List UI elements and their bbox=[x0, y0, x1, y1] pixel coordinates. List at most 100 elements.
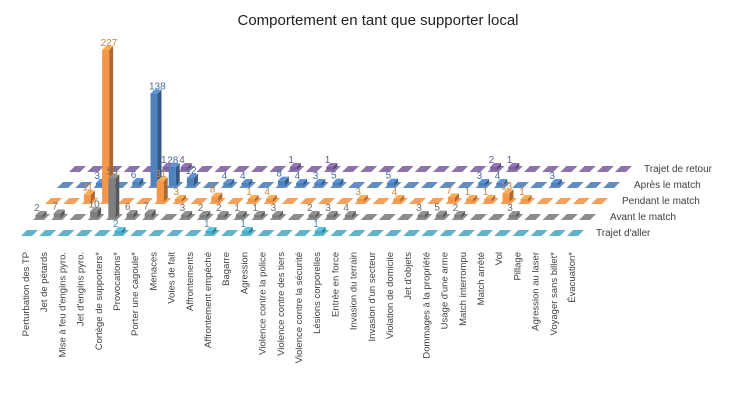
data-label: 138 bbox=[149, 82, 166, 93]
bar bbox=[53, 209, 65, 218]
floor-segment bbox=[87, 166, 105, 172]
series-label: Avant le match bbox=[610, 212, 676, 223]
bar bbox=[83, 190, 95, 202]
bar bbox=[308, 211, 320, 218]
floor-segment bbox=[184, 230, 202, 236]
bar bbox=[235, 211, 247, 218]
category-label: Violation de domicile bbox=[385, 252, 396, 339]
category-label: Affrontement empêché bbox=[203, 252, 214, 348]
floor-segment bbox=[196, 166, 214, 172]
floor-segment bbox=[439, 230, 457, 236]
data-label: 7 bbox=[52, 201, 58, 212]
data-label: 5 bbox=[331, 171, 337, 182]
category-label: Évacuation* bbox=[567, 252, 578, 303]
category-label: Agression au laser bbox=[531, 252, 542, 331]
floor-segment bbox=[360, 166, 378, 172]
floor-segment bbox=[305, 166, 323, 172]
bar bbox=[241, 227, 253, 234]
data-label: 13 bbox=[501, 181, 513, 192]
data-label: 5 bbox=[434, 203, 440, 214]
bar bbox=[454, 211, 466, 218]
floor-segment bbox=[366, 182, 384, 188]
bar bbox=[35, 211, 47, 218]
data-label: 8 bbox=[276, 169, 282, 180]
data-label: 1 bbox=[288, 155, 294, 166]
category-label: Violence contre la sécurité bbox=[294, 252, 305, 363]
data-label: 59 bbox=[107, 166, 119, 177]
category-label: Cortège de supporters* bbox=[94, 252, 105, 351]
floor-segment bbox=[572, 198, 590, 204]
bar bbox=[132, 177, 144, 186]
floor-segment bbox=[63, 198, 81, 204]
floor-segment bbox=[57, 182, 74, 188]
data-label: 1 bbox=[465, 187, 471, 198]
bar bbox=[314, 179, 326, 186]
floor-segment bbox=[221, 230, 239, 236]
floor-segment bbox=[457, 230, 475, 236]
bar bbox=[180, 163, 192, 170]
floor-segment bbox=[567, 230, 584, 236]
bar bbox=[272, 211, 284, 218]
category-label: Pillage bbox=[512, 252, 523, 281]
bar bbox=[520, 195, 532, 202]
floor-segment bbox=[330, 230, 348, 236]
category-label: Vol bbox=[494, 252, 505, 265]
floor-segment bbox=[596, 166, 614, 172]
floor-segment bbox=[536, 198, 554, 204]
floor-segment bbox=[591, 198, 608, 204]
data-label: 2 bbox=[307, 203, 313, 214]
bar bbox=[332, 178, 344, 186]
data-label: 4 bbox=[392, 187, 398, 198]
data-label: 2 bbox=[113, 219, 119, 230]
floor-segment bbox=[469, 166, 487, 172]
bar bbox=[478, 179, 490, 186]
bar bbox=[344, 211, 356, 218]
data-label: 11 bbox=[82, 183, 93, 194]
floor-segment bbox=[348, 230, 366, 236]
category-label: Violence contre des tiers bbox=[276, 252, 287, 356]
floor-segment bbox=[166, 230, 184, 236]
floor-segment bbox=[427, 198, 445, 204]
bar bbox=[550, 179, 562, 186]
floor-segment bbox=[299, 198, 317, 204]
category-label: Match arrêté bbox=[476, 252, 487, 305]
category-label: Perturbation des TP bbox=[21, 252, 32, 336]
category-label: Dommages à la propriété bbox=[421, 252, 432, 359]
floor-segment bbox=[512, 230, 530, 236]
bar bbox=[205, 227, 217, 234]
floor-segment bbox=[257, 230, 275, 236]
bar bbox=[174, 195, 186, 202]
floor-segment bbox=[457, 182, 475, 188]
floor-segment bbox=[214, 166, 232, 172]
data-label: 2 bbox=[198, 203, 204, 214]
data-label: 3 bbox=[416, 203, 422, 214]
floor-segment bbox=[494, 230, 512, 236]
data-label: 2 bbox=[453, 203, 459, 214]
floor-segment bbox=[366, 230, 384, 236]
series-label: Trajet de retour bbox=[644, 164, 713, 175]
bar bbox=[241, 179, 253, 186]
floor-segment bbox=[360, 214, 378, 220]
bar bbox=[150, 89, 162, 186]
data-label: 2 bbox=[34, 203, 40, 214]
data-label: 28 bbox=[167, 155, 179, 166]
floor-segment bbox=[318, 198, 335, 204]
floor-segment bbox=[548, 230, 566, 236]
bar bbox=[417, 211, 429, 218]
data-label: 227 bbox=[101, 38, 118, 49]
series-label: Trajet d'aller bbox=[596, 228, 651, 239]
data-label: 8 bbox=[210, 185, 216, 196]
floor-segment bbox=[421, 230, 439, 236]
category-label: Mise à feu d'engins pyro. bbox=[57, 252, 68, 357]
bar bbox=[217, 211, 229, 218]
floor-segment bbox=[396, 166, 414, 172]
floor-segment bbox=[385, 230, 402, 236]
data-label: 1 bbox=[483, 187, 489, 198]
bar bbox=[102, 46, 114, 202]
floor-segment bbox=[542, 166, 560, 172]
bar bbox=[223, 179, 235, 186]
bar bbox=[296, 179, 308, 186]
floor-segment bbox=[421, 182, 438, 188]
data-label: 6 bbox=[125, 202, 131, 213]
